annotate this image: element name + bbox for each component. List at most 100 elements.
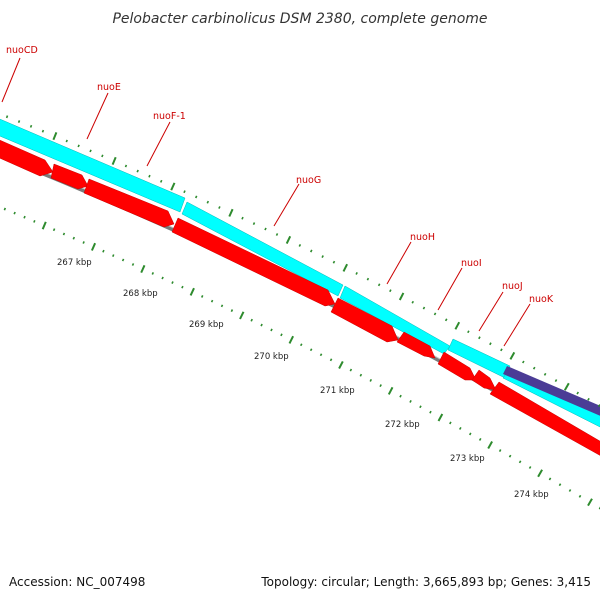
leader-line-nuoi bbox=[437, 267, 463, 311]
ruler-minor-tick bbox=[359, 373, 363, 377]
ruler-minor-tick bbox=[218, 206, 221, 209]
ruler-major-tick bbox=[140, 264, 146, 274]
ruler-label-270: 270 kbp bbox=[254, 352, 289, 362]
ruler-minor-tick bbox=[148, 174, 151, 178]
ruler-major-tick bbox=[487, 441, 493, 449]
feature-segment bbox=[0, 118, 186, 213]
ruler-minor-tick bbox=[518, 460, 522, 464]
ruler-minor-tick bbox=[449, 421, 452, 425]
ruler-minor-tick bbox=[578, 494, 582, 498]
cds-arrow-nuoj bbox=[437, 351, 477, 381]
ruler-minor-tick bbox=[508, 454, 512, 458]
leader-line-nuoj bbox=[478, 291, 504, 332]
ruler-minor-tick bbox=[399, 394, 402, 398]
ruler-minor-tick bbox=[433, 312, 437, 316]
ruler-major-tick bbox=[437, 413, 444, 422]
ruler-minor-tick bbox=[250, 318, 253, 322]
ruler-label-269: 269 kbp bbox=[189, 320, 224, 330]
genome-summary-text: Topology: circular; Length: 3,665,893 bp… bbox=[260, 575, 591, 589]
ruler-minor-tick bbox=[366, 277, 370, 281]
gene-leader-lines bbox=[1, 57, 531, 347]
ruler-minor-tick bbox=[41, 129, 45, 133]
ruler-minor-tick bbox=[329, 358, 333, 362]
ruler-minor-tick bbox=[309, 249, 313, 253]
cds-arrow-nuocd bbox=[0, 139, 54, 177]
ruler-minor-tick bbox=[411, 300, 415, 304]
ruler-minor-tick bbox=[522, 360, 525, 364]
ruler-minor-tick bbox=[230, 309, 234, 313]
ruler-minor-tick bbox=[159, 179, 163, 183]
ruler-minor-tick bbox=[131, 263, 135, 266]
ruler-minor-tick bbox=[161, 276, 164, 280]
ruler-minor-tick bbox=[355, 272, 358, 275]
ruler-major-tick bbox=[342, 263, 348, 272]
ruler-major-tick bbox=[563, 382, 570, 391]
ruler-major-tick bbox=[52, 132, 58, 141]
ruler-minor-tick bbox=[136, 169, 139, 173]
ruler-minor-tick bbox=[5, 115, 9, 119]
cds-ring bbox=[0, 139, 600, 456]
ruler-minor-tick bbox=[65, 139, 68, 143]
gene-label-nuoj: nuoJ bbox=[502, 281, 523, 292]
ruler-major-tick bbox=[111, 156, 117, 165]
backbone-ring bbox=[0, 153, 600, 455]
ruler-minor-tick bbox=[252, 222, 256, 226]
ruler-minor-tick bbox=[23, 215, 26, 219]
ruler-minor-tick bbox=[82, 241, 85, 244]
leader-line-nuoh bbox=[386, 241, 412, 285]
ruler-minor-tick bbox=[17, 120, 21, 123]
ruler-minor-tick bbox=[409, 400, 412, 403]
accession-text: Accession: NC_007498 bbox=[9, 575, 145, 589]
ruler-minor-tick bbox=[181, 285, 184, 289]
ruler-minor-tick bbox=[532, 366, 536, 370]
ruler-minor-tick bbox=[299, 343, 303, 347]
ruler-minor-tick bbox=[422, 306, 426, 310]
cds-arrow-nuoe bbox=[50, 163, 89, 190]
ruler-minor-tick bbox=[444, 318, 448, 322]
ruler-major-tick bbox=[170, 182, 176, 191]
ruler-minor-tick bbox=[377, 283, 381, 287]
ruler-minor-tick bbox=[112, 254, 115, 258]
ruler-minor-tick bbox=[369, 378, 373, 382]
ruler-minor-tick bbox=[89, 149, 92, 153]
ruler-minor-tick bbox=[500, 348, 503, 352]
cds-arrow-nuoi bbox=[396, 331, 436, 359]
ruler-minor-tick bbox=[101, 154, 104, 158]
ruler-minor-tick bbox=[275, 233, 279, 236]
ruler-minor-tick bbox=[200, 295, 204, 298]
ruler-minor-tick bbox=[206, 200, 210, 204]
cds-arrow-nuof-1 bbox=[83, 178, 175, 228]
cds-arrow-nuoh bbox=[330, 297, 399, 343]
ruler-minor-tick bbox=[468, 432, 472, 436]
ruler-minor-tick bbox=[349, 368, 353, 372]
ruler-minor-tick bbox=[33, 219, 36, 223]
ruler-major-tick bbox=[509, 351, 516, 360]
backbone-ring-highlight bbox=[0, 153, 600, 451]
ruler-major-tick bbox=[228, 208, 234, 217]
ruler-label-267: 267 kbp bbox=[57, 258, 92, 268]
ruler-major-tick bbox=[454, 321, 461, 330]
ruler-label-274: 274 kbp bbox=[514, 490, 549, 500]
ruler-minor-tick bbox=[183, 190, 186, 194]
leader-line-nuog bbox=[273, 183, 300, 227]
feature-segment-purple bbox=[503, 366, 600, 416]
ruler-minor-tick bbox=[489, 342, 492, 346]
ruler-major-tick bbox=[189, 287, 195, 296]
ruler-minor-tick bbox=[29, 124, 33, 128]
ruler-ticks-outer bbox=[5, 115, 600, 408]
ruler-minor-tick bbox=[124, 164, 128, 168]
ruler-minor-tick bbox=[270, 328, 273, 332]
ruler-minor-tick bbox=[478, 336, 481, 340]
ruler-minor-tick bbox=[77, 144, 80, 148]
leader-line-nuof-1 bbox=[146, 121, 171, 167]
leader-line-nuoe bbox=[86, 92, 109, 140]
gene-labels: nuoCD nuoE nuoF-1 nuoG nuoH nuoI nuoJ nu… bbox=[6, 45, 554, 305]
leader-line-nuocd bbox=[1, 57, 21, 103]
gene-label-nuoe: nuoE bbox=[97, 82, 121, 93]
ruler-minor-tick bbox=[241, 216, 244, 220]
ruler-minor-tick bbox=[260, 323, 263, 327]
cds-arrow-next bbox=[489, 381, 600, 456]
ruler-minor-tick bbox=[298, 244, 302, 247]
ruler-minor-tick bbox=[102, 249, 105, 253]
